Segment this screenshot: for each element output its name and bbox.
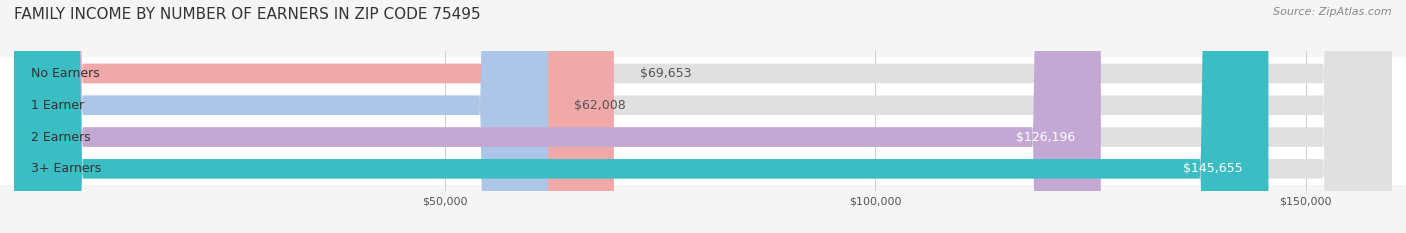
Text: $62,008: $62,008 <box>574 99 626 112</box>
FancyBboxPatch shape <box>0 57 1406 90</box>
Text: FAMILY INCOME BY NUMBER OF EARNERS IN ZIP CODE 75495: FAMILY INCOME BY NUMBER OF EARNERS IN ZI… <box>14 7 481 22</box>
FancyBboxPatch shape <box>0 121 1406 153</box>
Text: 2 Earners: 2 Earners <box>31 130 91 144</box>
FancyBboxPatch shape <box>0 153 1406 185</box>
FancyBboxPatch shape <box>14 0 1392 233</box>
Text: $69,653: $69,653 <box>640 67 692 80</box>
FancyBboxPatch shape <box>14 0 548 233</box>
Text: 3+ Earners: 3+ Earners <box>31 162 101 175</box>
FancyBboxPatch shape <box>14 0 1392 233</box>
Text: 1 Earner: 1 Earner <box>31 99 84 112</box>
FancyBboxPatch shape <box>14 0 1392 233</box>
Text: No Earners: No Earners <box>31 67 100 80</box>
FancyBboxPatch shape <box>14 0 1268 233</box>
FancyBboxPatch shape <box>14 0 614 233</box>
Text: $145,655: $145,655 <box>1182 162 1243 175</box>
FancyBboxPatch shape <box>14 0 1101 233</box>
Text: Source: ZipAtlas.com: Source: ZipAtlas.com <box>1274 7 1392 17</box>
Text: $126,196: $126,196 <box>1015 130 1076 144</box>
FancyBboxPatch shape <box>0 89 1406 121</box>
FancyBboxPatch shape <box>14 0 1392 233</box>
